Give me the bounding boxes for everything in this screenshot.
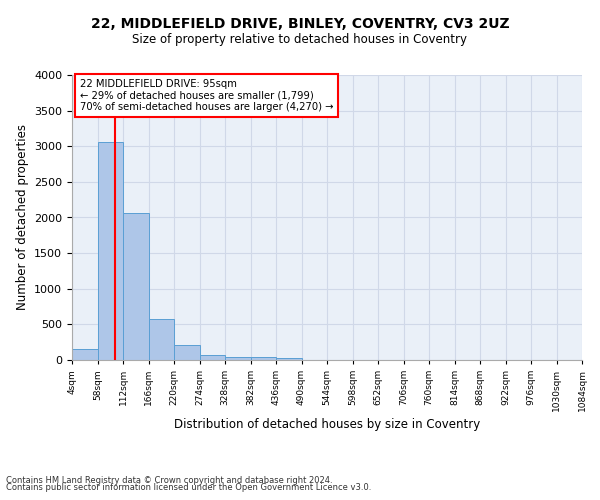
Y-axis label: Number of detached properties: Number of detached properties — [16, 124, 29, 310]
X-axis label: Distribution of detached houses by size in Coventry: Distribution of detached houses by size … — [174, 418, 480, 431]
Bar — [276, 358, 302, 360]
Text: 22, MIDDLEFIELD DRIVE, BINLEY, COVENTRY, CV3 2UZ: 22, MIDDLEFIELD DRIVE, BINLEY, COVENTRY,… — [91, 18, 509, 32]
Text: Size of property relative to detached houses in Coventry: Size of property relative to detached ho… — [133, 32, 467, 46]
Bar — [149, 320, 174, 360]
Bar — [225, 357, 251, 360]
Text: Contains HM Land Registry data © Crown copyright and database right 2024.: Contains HM Land Registry data © Crown c… — [6, 476, 332, 485]
Bar — [72, 350, 97, 360]
Bar — [174, 345, 199, 360]
Bar — [200, 354, 225, 360]
Text: 22 MIDDLEFIELD DRIVE: 95sqm
← 29% of detached houses are smaller (1,799)
70% of : 22 MIDDLEFIELD DRIVE: 95sqm ← 29% of det… — [80, 80, 333, 112]
Bar — [123, 213, 149, 360]
Bar — [97, 142, 123, 360]
Text: Contains public sector information licensed under the Open Government Licence v3: Contains public sector information licen… — [6, 484, 371, 492]
Bar — [251, 357, 276, 360]
